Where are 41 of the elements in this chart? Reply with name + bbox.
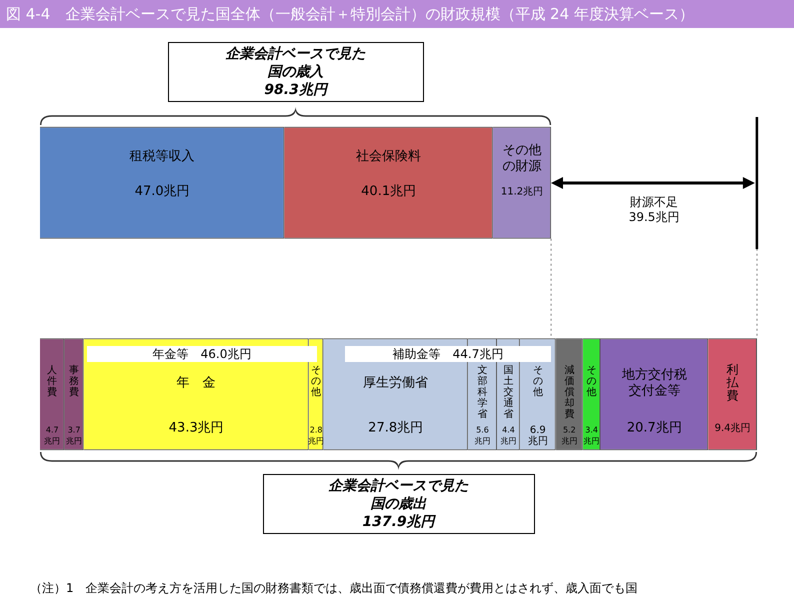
annotation: 国の歳出: [370, 495, 428, 514]
data-label: 40.1兆円: [361, 184, 416, 200]
series-label: 社会保険料: [356, 149, 422, 164]
label-box: 年金等 46.0兆円: [87, 346, 317, 362]
annotation: 国の歳入: [266, 63, 325, 81]
series-label: その他: [311, 364, 322, 398]
callout-box: 企業会計ベースで見た 国の歳出 137.9兆円: [262, 474, 534, 534]
data-label: 27.8兆円: [368, 420, 424, 436]
annotation: 財源不足: [629, 194, 680, 210]
data-label: 20.7兆円: [626, 420, 682, 436]
data-label: 43.3兆円: [168, 420, 224, 436]
data-label: 4.4兆円: [500, 425, 516, 446]
series-label: その他: [586, 364, 597, 398]
series-label: 年 金: [176, 376, 216, 391]
series-label: その他: [532, 364, 543, 398]
data-label: 3.4兆円: [584, 425, 600, 446]
series-label: その他の財源: [502, 143, 542, 174]
data-label: 3.7兆円: [66, 425, 82, 446]
series-label: 文部科学省: [477, 364, 488, 420]
series-label: 租税等収入: [130, 149, 195, 164]
series-label: 利払費: [726, 362, 740, 402]
data-label: 11.2兆円: [500, 185, 544, 198]
data-label: 5.2兆円: [561, 425, 578, 446]
data-label: 5.6兆円: [474, 425, 490, 446]
series-label: 地方交付税交付金等: [620, 366, 687, 399]
annotation: 39.5兆円: [628, 210, 680, 225]
series-label: 国土交通省: [503, 364, 514, 420]
annotation: 98.3兆円: [263, 81, 330, 99]
series-label: 事務費: [69, 364, 80, 398]
series-label: 厚生労働省: [363, 376, 428, 391]
data-label: 47.0兆円: [134, 184, 190, 200]
callout-box: 企業会計ベースで見た 国の歳入 98.3兆円: [168, 42, 424, 102]
series-label: 人件費: [47, 364, 58, 398]
data-label: 9.4兆円: [714, 422, 751, 434]
text: （注）1 企業会計の考え方を活用した国の財務書類では、歳出面で債務償還費が費用とはされず、歳入面でも国: [30, 580, 638, 597]
data-label: 6.9兆円: [528, 424, 548, 447]
annotation: 企業会計ベースで見た: [328, 477, 470, 496]
label-box: 補助金等 44.7兆円: [345, 346, 551, 362]
data-label: 4.7兆円: [44, 425, 60, 446]
series-label: 減価償却費: [564, 364, 574, 420]
chart-title: 図 4-4 企業会計ベースで見た国全体（一般会計＋特別会計）の財政規模（平成 24 年度決算ベース）: [0, 0, 794, 28]
